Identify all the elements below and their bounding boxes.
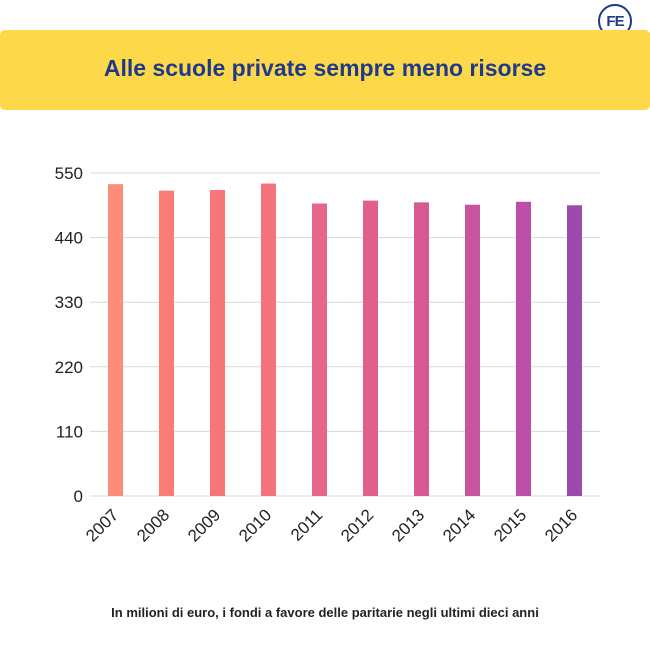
bar — [210, 190, 225, 496]
bar — [261, 183, 276, 496]
x-tick-label: 2008 — [133, 505, 173, 545]
y-tick-label: 0 — [74, 487, 83, 506]
chart-caption: In milioni di euro, i fondi a favore del… — [111, 605, 539, 620]
bar — [414, 202, 429, 496]
y-tick-label: 110 — [56, 422, 83, 441]
x-tick-label: 2009 — [184, 505, 224, 545]
x-tick-label: 2014 — [439, 505, 479, 545]
x-tick-label: 2015 — [490, 505, 530, 545]
bar — [567, 205, 582, 497]
page-title: Alle scuole private sempre meno risorse — [103, 54, 547, 81]
x-tick-label: 2011 — [287, 505, 326, 544]
x-tick-label: 2013 — [388, 505, 428, 545]
x-tick-label: 2007 — [82, 505, 122, 545]
bar — [363, 200, 378, 497]
x-tick-label: 2012 — [337, 505, 377, 545]
logo-text: FE — [606, 12, 624, 30]
bar-chart: 0 110 220 330 440 550 2007 2008 2009 2010 2011 2012… — [55, 164, 600, 546]
y-tick-label: 550 — [55, 164, 83, 183]
x-tick-label: 2016 — [541, 505, 581, 545]
y-tick-label: 220 — [55, 358, 83, 377]
y-tick-label: 330 — [55, 293, 83, 312]
bar — [312, 203, 327, 496]
bar — [516, 201, 531, 496]
y-tick-label: 440 — [55, 229, 83, 248]
x-tick-label: 2010 — [235, 505, 275, 545]
bar — [108, 184, 123, 496]
bar — [465, 204, 480, 497]
title-banner: Alle scuole private sempre meno risorse — [0, 30, 650, 110]
bar — [159, 190, 174, 497]
